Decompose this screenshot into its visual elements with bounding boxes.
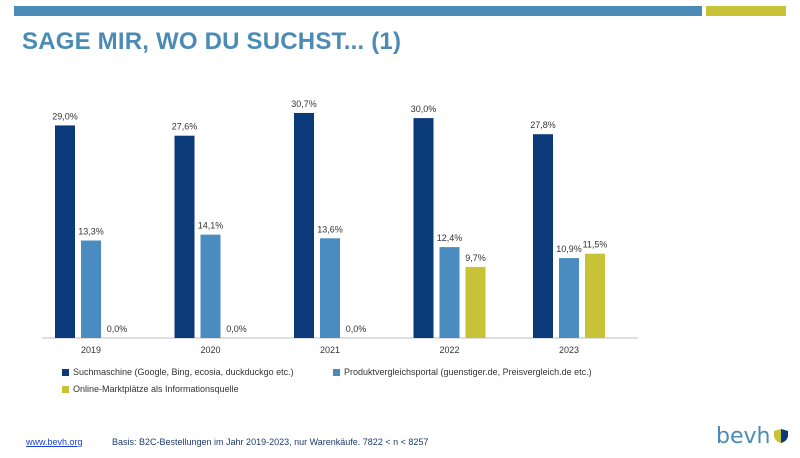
bar-2022-series-1	[439, 247, 460, 338]
data-label: 27,8%	[530, 120, 556, 130]
data-label: 11,5%	[583, 240, 608, 250]
bar-2020-series-1	[200, 234, 221, 338]
data-label: 13,3%	[78, 227, 104, 237]
legend-label: Produktvergleichsportal (guenstiger.de, …	[344, 367, 592, 377]
legend-swatch	[333, 368, 340, 376]
legend-item-produktvergleichsportal: Produktvergleichsportal (guenstiger.de, …	[333, 367, 592, 377]
data-label: 0,0%	[346, 324, 367, 334]
footer-note: Basis: B2C-Bestellungen im Jahr 2019-202…	[112, 437, 429, 447]
logo-shield-icon	[774, 429, 789, 443]
x-tick-label-2023: 2023	[559, 345, 579, 355]
x-tick-label-2022: 2022	[439, 345, 459, 355]
x-tick-label-2019: 2019	[81, 345, 101, 355]
bar-2023-series-1	[559, 258, 579, 338]
data-label: 9,7%	[465, 253, 486, 263]
data-label: 12,4%	[437, 233, 463, 243]
data-label: 13,6%	[317, 224, 343, 234]
data-label: 30,7%	[291, 99, 317, 109]
footer-website-link[interactable]: www.bevh.org	[26, 437, 83, 447]
bar-2019-series-0	[55, 125, 75, 339]
bevh-logo: bevh	[716, 424, 789, 449]
bar-2023-series-2	[585, 253, 605, 338]
header-accent-bar	[14, 6, 702, 16]
data-label: 10,9%	[556, 244, 582, 254]
bar-2022-series-2	[465, 266, 486, 338]
bar-2022-series-0	[413, 118, 434, 338]
legend-swatch	[62, 368, 69, 376]
data-label: 0,0%	[226, 324, 247, 334]
bar-2021-series-0	[294, 112, 314, 339]
legend-item-suchmaschine: Suchmaschine (Google, Bing, ecosia, duck…	[62, 367, 294, 377]
legend-item-online-marktplaetze: Online-Marktplätze als Informationsquell…	[62, 384, 239, 394]
legend-swatch	[62, 385, 69, 393]
page-title: SAGE MIR, WO DU SUCHST... (1)	[22, 28, 402, 55]
header-accent-bar-gold	[706, 6, 786, 16]
data-label: 27,6%	[172, 122, 198, 132]
data-label: 14,1%	[198, 221, 224, 231]
legend-label: Online-Marktplätze als Informationsquell…	[73, 384, 239, 394]
data-label: 30,0%	[411, 104, 437, 114]
logo-text: bevh	[716, 424, 771, 449]
x-tick-label-2021: 2021	[320, 345, 340, 355]
data-label: 0,0%	[107, 324, 128, 334]
bar-2020-series-0	[174, 135, 195, 338]
x-tick-label-2020: 2020	[200, 345, 220, 355]
bar-2021-series-1	[320, 238, 340, 338]
bar-2019-series-1	[81, 240, 101, 338]
legend-label: Suchmaschine (Google, Bing, ecosia, duck…	[73, 367, 294, 377]
data-label: 29,0%	[52, 111, 78, 121]
bar-2023-series-0	[533, 134, 553, 338]
bar-chart: 29,0% 13,3% 0,0% 2019 27,6% 14,1% 0,0% 2020 30,7…	[42, 99, 638, 355]
